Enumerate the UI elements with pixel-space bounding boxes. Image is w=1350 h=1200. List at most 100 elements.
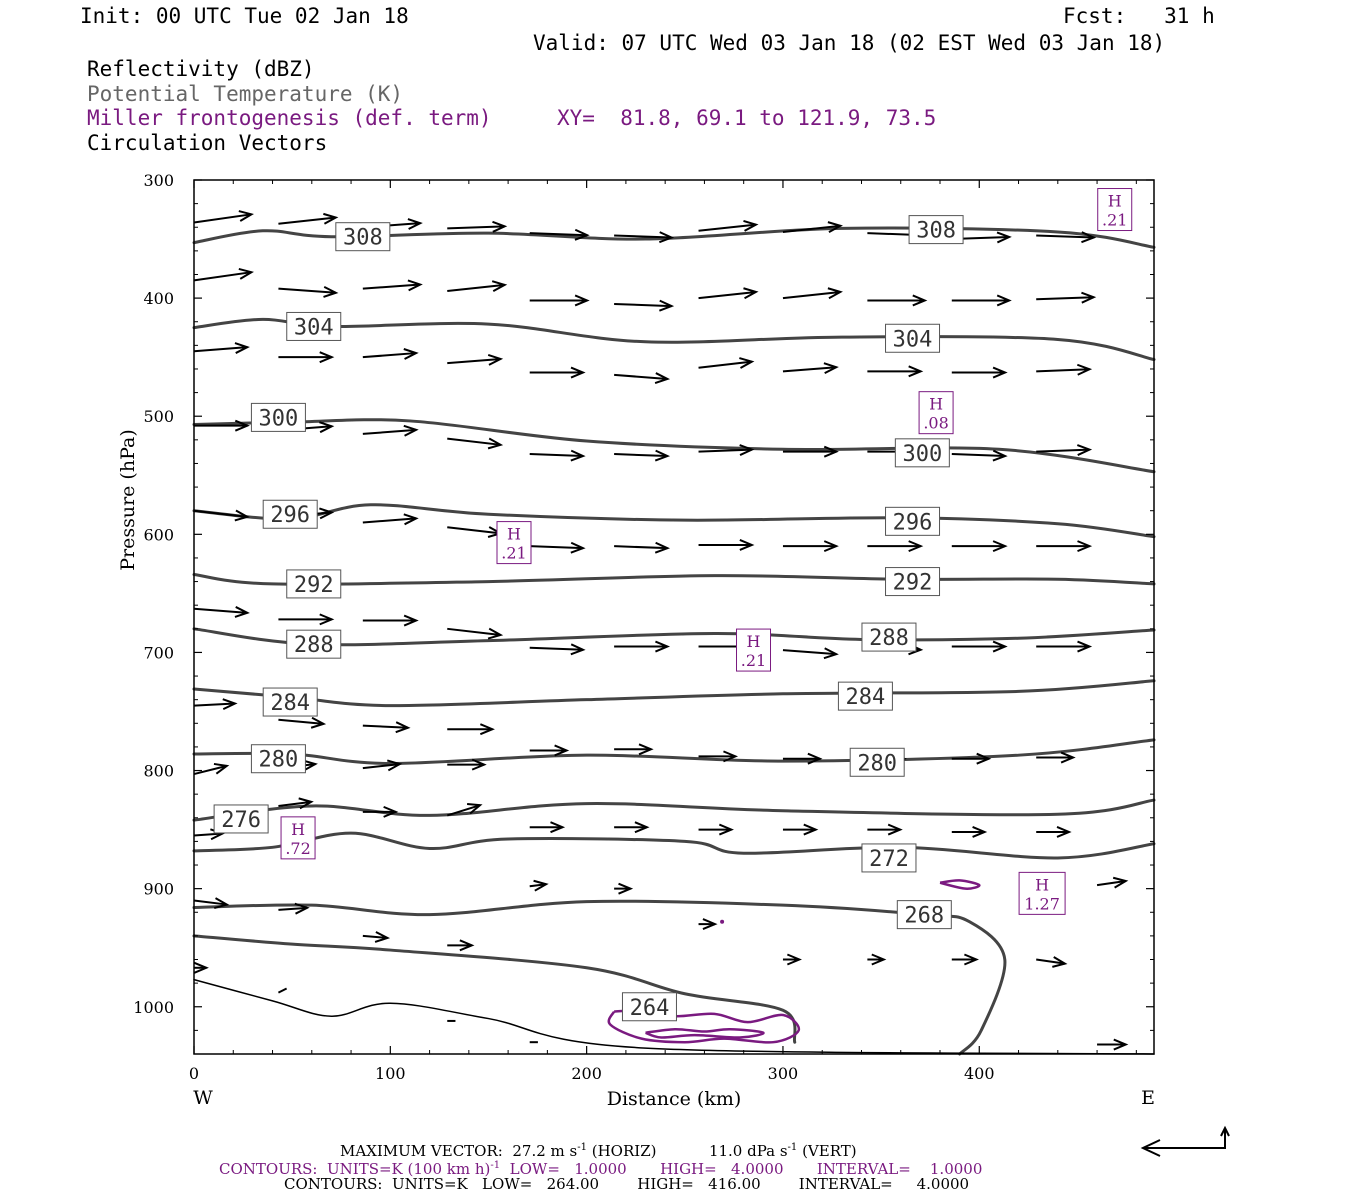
isentrope-label: 308 — [335, 222, 391, 252]
circulation-vector — [278, 902, 310, 915]
y-tick-label: 700 — [143, 643, 174, 662]
isentrope-264 — [192, 934, 797, 1044]
isentrope-label: 296 — [885, 506, 941, 536]
circulation-vector — [951, 826, 988, 838]
svg-text:308: 308 — [916, 219, 956, 244]
isentrope-label: 264 — [621, 992, 677, 1022]
frontogenesis-max-label: H.72 — [280, 816, 316, 860]
svg-text:H: H — [507, 525, 521, 544]
circulation-vector — [698, 918, 718, 931]
circulation-vector — [698, 823, 734, 836]
circulation-vector — [193, 606, 250, 618]
circulation-vector — [447, 723, 495, 736]
circulation-vector — [193, 698, 238, 711]
isentrope-label: 284 — [262, 687, 318, 717]
circulation-vector — [782, 752, 823, 765]
svg-text:296: 296 — [893, 510, 933, 535]
frontogenesis-max-label: H.08 — [918, 391, 954, 435]
isentrope-276 — [192, 798, 1156, 822]
circulation-vector — [782, 445, 839, 458]
axes: 300 400 500 600 700 800 900 1000 0 100 200 300 400 W E — [133, 171, 1155, 1109]
isentrope-label: 296 — [262, 499, 318, 529]
circulation-vector — [951, 366, 1008, 379]
svg-text:284: 284 — [270, 691, 310, 716]
footer-contours-frontogenesis: CONTOURS: UNITS=K (100 km h)-1 LOW= 1.00… — [219, 1160, 983, 1178]
x-axis-title: Distance (km) — [607, 1088, 742, 1110]
circulation-vector — [278, 286, 339, 298]
circulation-vector — [698, 287, 759, 300]
svg-text:292: 292 — [893, 571, 933, 596]
circulation-vector — [193, 897, 230, 909]
circulation-vector — [951, 640, 1008, 653]
circulation-vector — [362, 513, 419, 526]
circulation-vector — [447, 353, 504, 366]
field-reflectivity: Reflectivity (dBZ) — [87, 57, 315, 81]
circulation-vector — [867, 823, 903, 836]
circulation-vector — [193, 267, 254, 282]
circulation-vector — [193, 762, 230, 776]
circulation-vector — [193, 961, 209, 974]
circulation-vector — [614, 372, 671, 384]
isentrope-surface — [193, 978, 1155, 1055]
isentrope-label: 268 — [896, 900, 952, 930]
circulation-vector — [362, 424, 419, 437]
valid-time: Valid: 07 UTC Wed 03 Jan 18 (02 EST Wed … — [533, 31, 1166, 55]
frontogenesis-max-label: H.21 — [1097, 188, 1133, 232]
circulation-vector — [951, 752, 992, 765]
circulation-vector — [782, 287, 843, 300]
circulation-vector — [1036, 363, 1093, 376]
circulation-vector — [362, 805, 399, 818]
y-tick-label: 900 — [143, 880, 174, 899]
circulation-vector — [529, 744, 570, 757]
circulation-vector — [362, 348, 419, 360]
svg-text:H: H — [1035, 875, 1049, 894]
circulation-vector — [867, 540, 924, 553]
isentrope-label: 280 — [849, 747, 905, 777]
circulation-vector — [867, 294, 928, 307]
plot-frame — [193, 179, 1155, 1055]
svg-text:308: 308 — [343, 226, 383, 251]
circulation-vector — [614, 449, 671, 462]
contour-labels: 308 308 304 304 300 300 296 296 292 292 288 288 284 2… — [213, 188, 1133, 1022]
isentrope-label: 292 — [286, 569, 342, 599]
y-tick-label: 1000 — [133, 998, 174, 1017]
isentrope-label: 280 — [250, 744, 306, 774]
field-circulation-vectors: Circulation Vectors — [87, 131, 328, 155]
circulation-vector — [782, 540, 839, 553]
forecast-hour: Fcst: 31 h — [1063, 4, 1215, 28]
svg-text:300: 300 — [259, 406, 299, 431]
svg-text:288: 288 — [869, 626, 909, 651]
svg-text:.21: .21 — [741, 651, 766, 670]
circulation-vector — [447, 220, 508, 233]
svg-text:H: H — [1108, 192, 1122, 211]
isentrope-label: 308 — [908, 215, 964, 245]
isentrope-268 — [192, 899, 1007, 1056]
circulation-vector — [1036, 231, 1097, 244]
circulation-vector — [529, 294, 590, 307]
svg-text:H: H — [747, 632, 761, 651]
circulation-vector — [278, 351, 335, 364]
circulation-vector — [277, 987, 288, 994]
y-tick-label: 600 — [143, 525, 174, 544]
circulation-vector — [362, 614, 419, 627]
circulation-vector — [447, 280, 508, 293]
circulation-vector — [614, 882, 634, 895]
x-tick-label: 200 — [571, 1064, 602, 1083]
circulation-vector — [447, 627, 504, 640]
circulation-vector — [951, 294, 1012, 307]
reference-vector-icon — [1140, 1125, 1230, 1157]
x-tick-label: 400 — [964, 1064, 995, 1083]
circulation-vector — [698, 444, 755, 456]
frontogenesis-max-label: H.21 — [496, 521, 532, 565]
circulation-vector — [698, 539, 755, 551]
circulation-vector — [1036, 751, 1076, 764]
isentrope-label: 276 — [213, 804, 269, 834]
circulation-vector — [951, 953, 979, 966]
init-time: Init: 00 UTC Tue 02 Jan 18 — [80, 4, 409, 28]
svg-text:272: 272 — [869, 847, 909, 872]
svg-text:288: 288 — [294, 633, 334, 658]
circulation-vector — [614, 299, 675, 312]
circulation-vector — [529, 228, 590, 241]
frontogenesis-max-label: H.21 — [736, 628, 772, 672]
